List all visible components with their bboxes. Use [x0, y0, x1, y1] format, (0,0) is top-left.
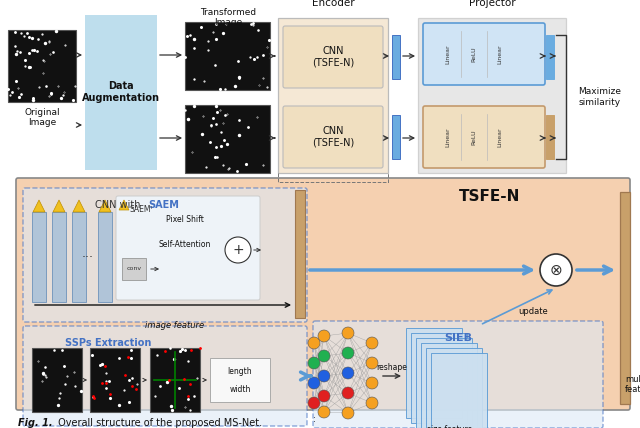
Circle shape — [342, 387, 354, 399]
Text: Projector: Projector — [468, 0, 515, 8]
Circle shape — [308, 397, 320, 409]
Text: SAEMᴵ: SAEMᴵ — [129, 205, 152, 214]
Text: size feature: size feature — [428, 425, 472, 428]
Bar — [150, 348, 200, 412]
Text: conv: conv — [127, 267, 141, 271]
Text: CNN
(TSFE-N): CNN (TSFE-N) — [312, 126, 354, 148]
Text: Self-Attention: Self-Attention — [159, 240, 211, 249]
Bar — [546, 115, 554, 159]
Circle shape — [318, 350, 330, 362]
Text: Linear: Linear — [445, 127, 451, 147]
Polygon shape — [33, 200, 45, 212]
Text: Encoder: Encoder — [312, 0, 355, 8]
Text: Linear: Linear — [445, 44, 451, 64]
Text: reshape: reshape — [376, 363, 408, 372]
Text: update: update — [518, 307, 548, 316]
Text: CNN
(TSFE-N): CNN (TSFE-N) — [312, 46, 354, 68]
Circle shape — [308, 337, 320, 349]
Polygon shape — [119, 200, 129, 210]
FancyBboxPatch shape — [313, 321, 603, 428]
Text: ⊗: ⊗ — [550, 262, 563, 277]
Circle shape — [318, 330, 330, 342]
Circle shape — [225, 237, 251, 263]
Circle shape — [342, 367, 354, 379]
Polygon shape — [73, 200, 85, 212]
Text: ···: ··· — [82, 252, 94, 265]
FancyBboxPatch shape — [283, 106, 383, 168]
Text: Transformed
Image: Transformed Image — [200, 8, 256, 27]
Circle shape — [366, 377, 378, 389]
Text: Data
Augmentation: Data Augmentation — [82, 81, 160, 103]
Text: image feature: image feature — [145, 321, 205, 330]
Bar — [98, 212, 112, 302]
Circle shape — [540, 254, 572, 286]
Text: CNN with: CNN with — [95, 200, 143, 210]
Bar — [426, 348, 482, 428]
Text: SAEM: SAEM — [148, 200, 179, 210]
Circle shape — [318, 390, 330, 402]
FancyBboxPatch shape — [283, 26, 383, 88]
Bar — [72, 212, 86, 302]
Bar — [8, 30, 76, 102]
Text: width: width — [229, 386, 251, 395]
Polygon shape — [99, 200, 111, 212]
Bar — [546, 35, 554, 79]
Bar — [85, 15, 157, 170]
Polygon shape — [53, 200, 65, 212]
Text: Overall structure of the proposed MS-Net.: Overall structure of the proposed MS-Net… — [55, 418, 262, 428]
Text: :: : — [312, 416, 316, 425]
Bar — [416, 338, 472, 428]
Circle shape — [342, 327, 354, 339]
Circle shape — [342, 407, 354, 419]
Bar — [32, 348, 82, 412]
Text: SIEB: SIEB — [444, 333, 472, 343]
Circle shape — [366, 337, 378, 349]
Bar — [406, 328, 462, 418]
FancyBboxPatch shape — [423, 23, 545, 85]
Bar — [392, 115, 400, 159]
Text: SSPs Extraction: SSPs Extraction — [65, 338, 152, 348]
Bar — [32, 212, 46, 302]
Circle shape — [308, 357, 320, 369]
Text: ReLU: ReLU — [472, 46, 477, 62]
Bar — [620, 192, 630, 404]
Circle shape — [318, 370, 330, 382]
Bar — [295, 190, 305, 318]
Text: multi-modal
feature: multi-modal feature — [625, 375, 640, 394]
Bar — [52, 212, 66, 302]
Circle shape — [342, 347, 354, 359]
Text: TSFE-N: TSFE-N — [460, 188, 521, 203]
Text: Linear: Linear — [497, 44, 502, 64]
Text: Original
Image: Original Image — [24, 108, 60, 128]
Bar — [418, 18, 566, 173]
Text: ReLU: ReLU — [472, 129, 477, 145]
Circle shape — [366, 357, 378, 369]
Bar — [90, 348, 140, 412]
Text: length: length — [228, 368, 252, 377]
Bar — [421, 343, 477, 428]
Bar — [392, 35, 400, 79]
Circle shape — [308, 377, 320, 389]
Bar — [278, 18, 388, 173]
Circle shape — [318, 406, 330, 418]
FancyBboxPatch shape — [23, 188, 307, 322]
Bar — [431, 353, 487, 428]
Bar — [122, 258, 146, 280]
Text: Maximize
similarity: Maximize similarity — [579, 87, 621, 107]
Text: Fig. 1.: Fig. 1. — [18, 418, 52, 428]
Text: Pixel Shift: Pixel Shift — [166, 215, 204, 224]
Circle shape — [366, 397, 378, 409]
FancyBboxPatch shape — [116, 196, 260, 300]
Bar — [210, 358, 270, 402]
FancyBboxPatch shape — [423, 106, 545, 168]
Text: Linear: Linear — [497, 127, 502, 147]
FancyBboxPatch shape — [16, 178, 630, 410]
Bar — [411, 333, 467, 423]
Bar — [185, 22, 270, 90]
FancyBboxPatch shape — [23, 326, 307, 426]
Text: +: + — [232, 243, 244, 257]
Bar — [185, 105, 270, 173]
